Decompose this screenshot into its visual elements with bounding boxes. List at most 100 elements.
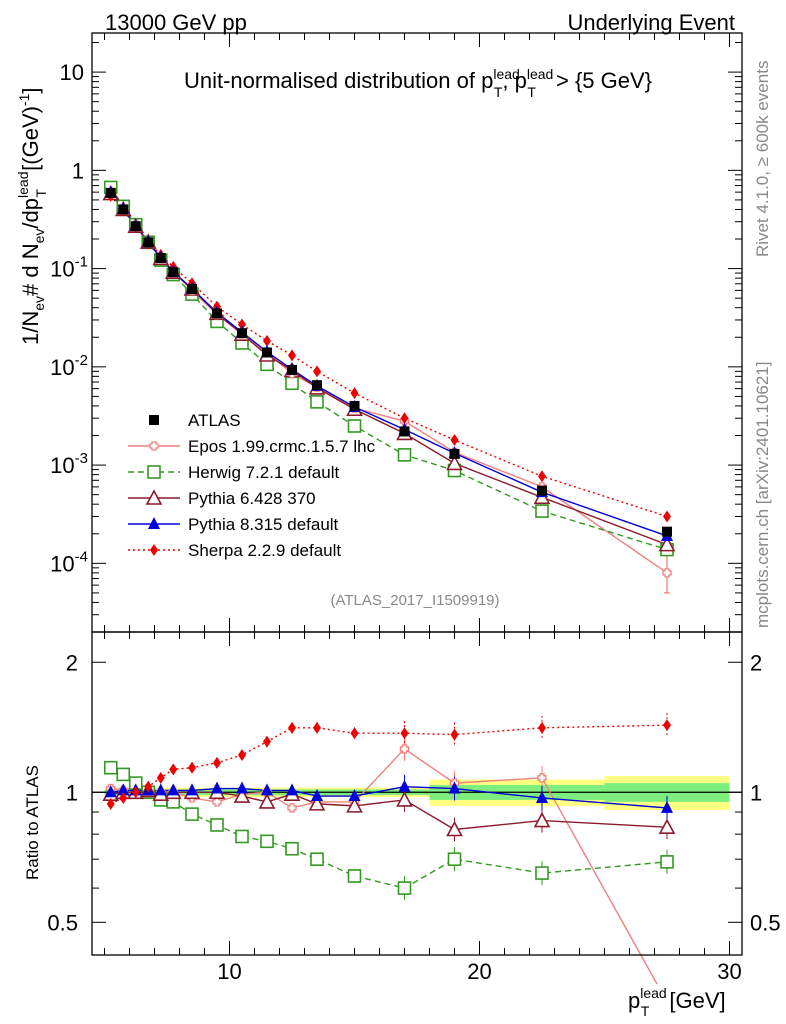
ratio-marker bbox=[538, 721, 546, 734]
mcplots-label: mcplots.cern.ch [arXiv:2401.10621] bbox=[753, 362, 772, 628]
ratio-marker bbox=[533, 811, 551, 828]
ratio-marker bbox=[311, 789, 323, 802]
main-marker bbox=[238, 318, 246, 331]
legend-label: Epos 1.99.crmc.1.5.7 lhc bbox=[188, 437, 376, 456]
legend-label: Sherpa 2.2.9 default bbox=[188, 541, 341, 560]
main-marker bbox=[130, 221, 141, 232]
ratio-marker bbox=[398, 779, 411, 792]
ratio-marker bbox=[308, 795, 326, 811]
ratio-marker bbox=[103, 760, 118, 775]
ratio-marker bbox=[263, 735, 271, 748]
ratio-marker bbox=[347, 869, 362, 883]
ratio-marker bbox=[348, 789, 361, 802]
ratio-xtick-label: 20 bbox=[467, 959, 491, 984]
ratio-marker bbox=[399, 744, 410, 754]
ratio-ytick-label-right: 2 bbox=[750, 650, 762, 675]
ratio-marker bbox=[450, 728, 459, 741]
ratio-xtick-label: 10 bbox=[217, 959, 241, 984]
ratio-marker bbox=[285, 841, 299, 856]
ratio-marker bbox=[212, 797, 222, 807]
main-panel-markers bbox=[102, 180, 676, 578]
main-marker bbox=[288, 349, 296, 362]
ratio-marker bbox=[313, 721, 321, 734]
main-marker bbox=[397, 448, 412, 462]
ratio-marker bbox=[167, 783, 180, 796]
main-marker bbox=[262, 347, 272, 358]
ratio-marker bbox=[310, 852, 324, 866]
ratio-ylabel: Ratio to ATLAS bbox=[23, 765, 42, 880]
ratio-marker bbox=[258, 793, 276, 809]
title-sub2: T bbox=[527, 84, 536, 100]
main-series-line bbox=[110, 192, 668, 537]
ratio-marker bbox=[350, 727, 359, 740]
legend-marker bbox=[147, 465, 161, 479]
ratio-ytick-label-left: 0.5 bbox=[47, 910, 78, 935]
ratio-ytick-label-right: 0.5 bbox=[750, 910, 781, 935]
main-marker bbox=[312, 380, 322, 391]
ratio-panel-lines bbox=[110, 713, 668, 985]
ratio-marker bbox=[185, 807, 199, 821]
ratio-marker bbox=[288, 721, 296, 734]
ratio-marker bbox=[535, 866, 549, 880]
main-marker bbox=[310, 395, 324, 409]
ratio-marker bbox=[104, 785, 117, 798]
main-marker bbox=[350, 387, 359, 400]
ratio-marker bbox=[396, 791, 413, 807]
ratio-marker bbox=[144, 780, 153, 793]
ratio-marker bbox=[286, 783, 298, 796]
ratio-marker bbox=[660, 855, 674, 869]
ratio-marker bbox=[400, 727, 409, 740]
ratio-marker bbox=[117, 783, 130, 796]
legend-marker bbox=[148, 517, 160, 529]
ratio-marker bbox=[238, 748, 246, 761]
title-post: > {5 GeV} bbox=[550, 68, 652, 93]
ratio-ytick-label-left: 2 bbox=[66, 650, 78, 675]
main-marker bbox=[285, 376, 299, 391]
main-marker bbox=[105, 187, 116, 198]
ratio-marker bbox=[188, 761, 196, 774]
ratio-marker bbox=[663, 719, 671, 732]
legend: ATLAS Epos 1.99.crmc.1.5.7 lhc Herwig 7.2.… bbox=[128, 411, 376, 560]
main-ytick-label: 1 bbox=[72, 158, 84, 183]
main-marker bbox=[212, 308, 222, 319]
main-marker bbox=[400, 412, 409, 425]
main-marker bbox=[662, 568, 672, 578]
ratio-marker bbox=[213, 756, 221, 769]
analysis-id: (ATLAS_2017_I1509919) bbox=[330, 592, 499, 609]
ratio-ytick-label-left: 1 bbox=[66, 780, 78, 805]
title-sup1: lead bbox=[493, 66, 519, 82]
ratio-marker bbox=[119, 791, 128, 804]
main-marker bbox=[287, 364, 297, 375]
ratio-marker bbox=[106, 797, 115, 810]
ratio-marker bbox=[156, 771, 165, 784]
xlabel: plead T [GeV] bbox=[628, 985, 726, 1019]
ratio-marker bbox=[210, 818, 224, 832]
ratio-panel-axes: 0.5 0.5 1 1 2 2 10 20 30 bbox=[47, 631, 781, 984]
main-ytick-label: 10-1 bbox=[50, 254, 88, 282]
legend-marker bbox=[145, 489, 163, 505]
main-marker bbox=[155, 253, 166, 264]
title-pre: Unit-normalised distribution of p bbox=[184, 68, 493, 93]
main-marker bbox=[450, 434, 459, 447]
main-marker bbox=[187, 283, 197, 294]
header-left: 13000 GeV pp bbox=[105, 10, 247, 35]
legend-label: Pythia 8.315 default bbox=[188, 515, 339, 534]
ratio-xtick-label: 30 bbox=[717, 959, 741, 984]
main-marker bbox=[168, 267, 179, 278]
legend-marker bbox=[150, 544, 158, 556]
main-marker bbox=[537, 485, 547, 496]
header-right: Underlying Event bbox=[567, 10, 735, 35]
ratio-marker bbox=[235, 829, 249, 844]
main-marker bbox=[449, 448, 460, 459]
ratio-ytick-label-right: 1 bbox=[750, 780, 762, 805]
title-mid: , p bbox=[502, 68, 526, 93]
ratio-marker bbox=[537, 773, 547, 783]
legend-marker bbox=[149, 441, 159, 451]
ratio-marker bbox=[154, 783, 167, 796]
ratio-marker bbox=[287, 803, 297, 813]
main-marker bbox=[446, 454, 463, 471]
legend-label: Herwig 7.2.1 default bbox=[188, 463, 339, 482]
ratio-marker bbox=[447, 852, 462, 866]
main-marker bbox=[237, 328, 247, 339]
